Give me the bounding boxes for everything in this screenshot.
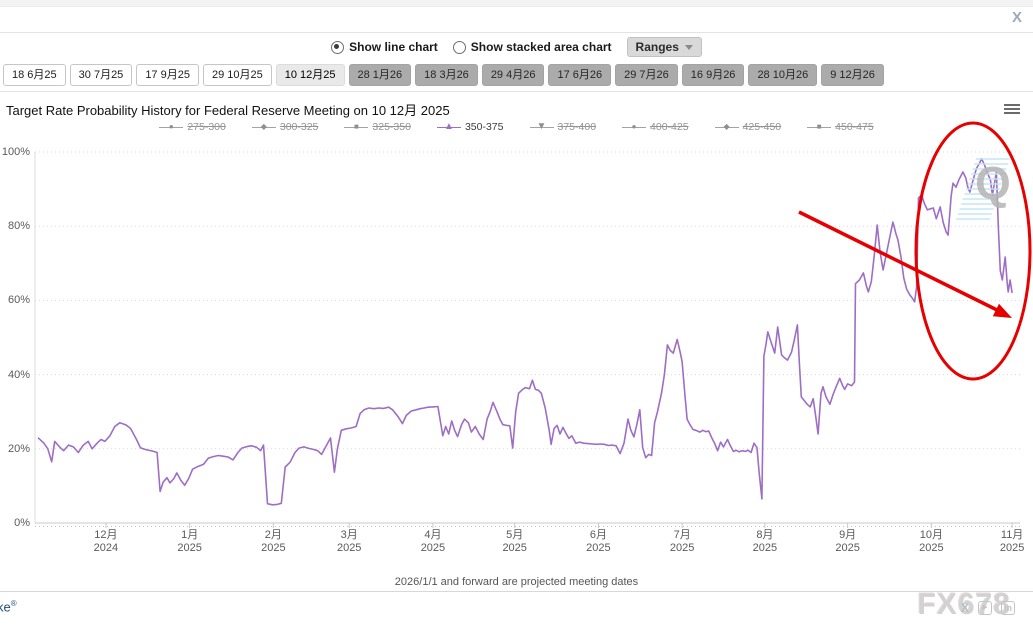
tab-28-10月26[interactable]: 28 10月26 (748, 64, 818, 86)
series-line-350-375 (37, 157, 1013, 506)
legend-label: 350-375 (464, 121, 504, 133)
x-axis-label-5月-2025: 5月 2025 (502, 529, 527, 554)
fx678-watermark: FX678 X ▶ in (884, 588, 1029, 626)
tab-17-6月26[interactable]: 17 6月26 (548, 64, 612, 86)
legend-item-425-450[interactable]: ◆ 425-450 (714, 121, 782, 133)
video-play-icon: ▶ (978, 601, 992, 615)
x-axis-label-9月-2025: 9月 2025 (835, 529, 860, 554)
legend-label: 325-350 (372, 121, 411, 133)
meeting-tabs: 18 6月25 30 7月25 17 9月25 29 10月25 10 12月25 28 … (3, 64, 884, 86)
hamburger-menu-icon[interactable] (1004, 104, 1020, 116)
tab-29-4月26[interactable]: 29 4月26 (481, 64, 545, 86)
tab-10-12月25[interactable]: 10 12月25 (275, 64, 345, 86)
legend-item-400-425[interactable]: ● 400-425 (622, 121, 689, 133)
projection-footnote: 2026/1/1 and forward are projected meeti… (394, 576, 639, 588)
x-axis-label-2月-2025: 2月 2025 (261, 529, 286, 554)
legend-item-450-475[interactable]: ■ 450-475 (807, 121, 874, 133)
tab-18-6月25[interactable]: 18 6月25 (3, 64, 66, 86)
divider (0, 591, 1033, 592)
tab-29-7月26[interactable]: 29 7月26 (615, 64, 678, 86)
x-axis-label-10月-2025: 10月 2025 (919, 529, 944, 554)
legend-item-325-350[interactable]: ■ 325-350 (344, 121, 411, 133)
radio-label: Show line chart (349, 40, 438, 54)
chart-type-controls: Show line chart Show stacked area chart … (0, 37, 1033, 57)
legend-label: 300-325 (279, 121, 319, 133)
x-axis-label-12月-2024: 12月 2024 (93, 529, 119, 554)
legend-label: 275-300 (187, 121, 226, 133)
legend-item-275-300[interactable]: ● 275-300 (159, 121, 226, 133)
square-marker-icon: ■ (344, 121, 369, 133)
x-axis-label-8月-2025: 8月 2025 (752, 529, 778, 554)
tab-18-3月26[interactable]: 18 3月26 (415, 64, 478, 86)
triangle-down-marker-icon: ▼ (529, 121, 554, 133)
tab-17-9月25[interactable]: 17 9月25 (136, 64, 199, 86)
chevron-down-icon (684, 44, 693, 50)
top-strip (0, 0, 1033, 7)
legend-item-300-325[interactable]: ◆ 300-325 (251, 121, 319, 133)
x-axis-label-7月-2025: 7月 2025 (669, 529, 695, 554)
tab-29-10月25[interactable]: 29 10月25 (202, 64, 272, 86)
x-axis-label-3月-2025: 3月 2025 (336, 529, 362, 554)
tab-28-1月26[interactable]: 28 1月26 (348, 64, 412, 86)
radio-show-stacked-area-chart[interactable]: Show stacked area chart (452, 40, 612, 54)
legend-label: 400-425 (650, 121, 689, 133)
divider (0, 91, 1033, 92)
legend: ● 275-300 ◆ 300-325 ■ 325-350 ▲ 350-375 ▼ 375-400… (0, 121, 1033, 133)
y-axis-label-60%: 60% (7, 294, 30, 307)
ranges-dropdown[interactable]: Ranges (626, 37, 702, 57)
radio-button-icon[interactable] (331, 40, 345, 54)
quikstrike-q-watermark: Q (975, 157, 1011, 209)
y-axis-label-100%: 100% (1, 146, 30, 158)
diamond-marker-icon: ◆ (714, 121, 739, 133)
circle-marker-icon: ● (159, 121, 184, 133)
radio-show-line-chart[interactable]: Show line chart (331, 40, 438, 54)
y-axis-label-0%: 0% (14, 517, 30, 529)
legend-label: 375-400 (557, 121, 597, 133)
fx678-watermark-text: FX678 (917, 588, 1011, 621)
y-axis-label-20%: 20% (7, 442, 30, 455)
x-axis-label-1月-2025: 1月 2025 (177, 529, 202, 554)
legend-label: 450-475 (835, 121, 874, 133)
triangle-up-marker-icon: ▲ (436, 121, 461, 133)
close-icon[interactable]: X (1011, 9, 1022, 26)
x-axis-label-11月-2025: 11月 2025 (999, 529, 1025, 554)
ranges-label: Ranges (635, 40, 679, 54)
radio-button-icon[interactable] (452, 40, 466, 54)
x-axis-label-6月-2025: 6月 2025 (586, 529, 611, 554)
x-social-icon: X (960, 601, 969, 615)
legend-item-375-400[interactable]: ▼ 375-400 (529, 121, 597, 133)
x-axis-label-4月-2025: 4月 2025 (420, 529, 446, 554)
y-axis-label-80%: 80% (7, 220, 30, 233)
tab-30-7月25[interactable]: 30 7月25 (69, 64, 133, 86)
circle-marker-icon: ● (622, 121, 647, 133)
square-marker-icon: ■ (807, 121, 832, 133)
tab-16-9月26[interactable]: 16 9月26 (681, 64, 745, 86)
linkedin-icon: in (1001, 601, 1015, 615)
legend-label: 425-450 (742, 121, 782, 133)
chart-title: Target Rate Probability History for Fede… (6, 103, 450, 118)
legend-item-350-375[interactable]: ▲ 350-375 (436, 121, 504, 133)
y-axis-label-40%: 40% (7, 368, 30, 381)
probability-line-chart (34, 151, 1020, 528)
radio-label: Show stacked area chart (470, 40, 612, 54)
divider (0, 32, 1033, 33)
quikstrike-logo-tail: ke® (0, 599, 17, 615)
tab-9-12月26[interactable]: 9 12月26 (821, 64, 884, 86)
diamond-marker-icon: ◆ (251, 121, 276, 133)
